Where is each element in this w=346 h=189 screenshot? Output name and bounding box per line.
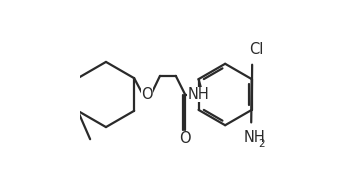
- Text: NH: NH: [243, 130, 265, 145]
- Text: O: O: [179, 131, 191, 146]
- Text: NH: NH: [187, 87, 209, 102]
- Text: 2: 2: [258, 139, 265, 149]
- Text: Cl: Cl: [249, 42, 263, 57]
- Text: O: O: [141, 87, 153, 102]
